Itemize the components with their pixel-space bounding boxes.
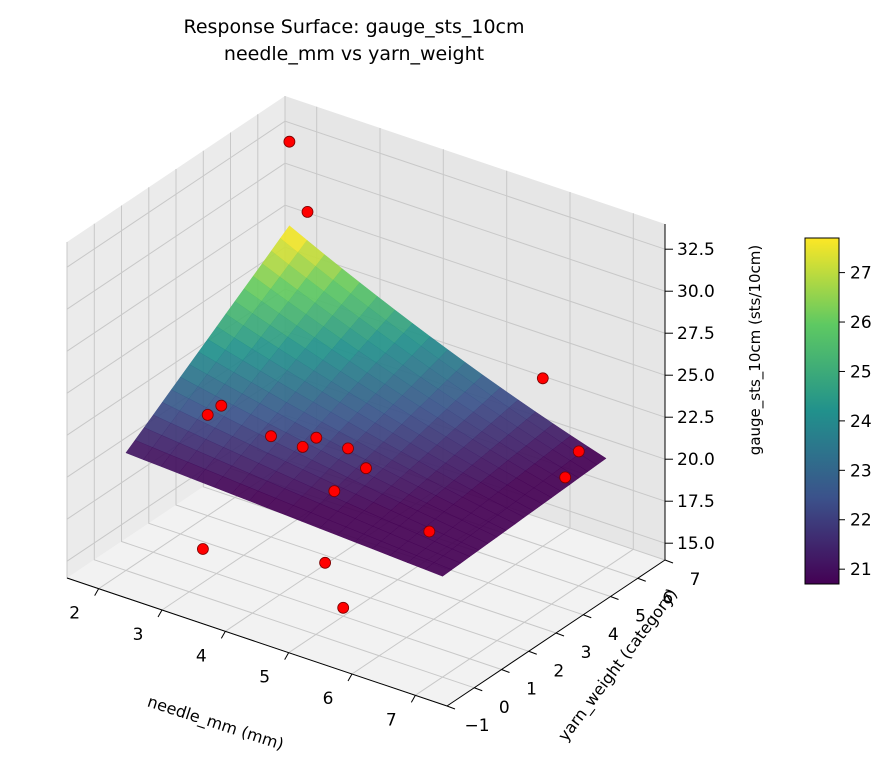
data-point — [337, 601, 350, 614]
colorbar: 21 22 23 24 25 26 27 — [804, 237, 872, 585]
y-tick-label: 1 — [526, 680, 537, 700]
z-axis-label: gauge_sts_10cm (sts/10cm) — [746, 245, 765, 455]
x-tick — [284, 652, 290, 660]
data-point — [423, 525, 436, 538]
y-grid-line — [175, 169, 557, 634]
y-tick — [555, 632, 565, 637]
y-tick — [610, 596, 619, 600]
z-tick-label: 30.0 — [677, 282, 715, 302]
data-point — [572, 445, 585, 458]
y-grid-line — [121, 205, 502, 670]
x-tick — [410, 695, 416, 703]
z-grid-line — [66, 120, 666, 268]
colorbar-tick-label: 27 — [850, 264, 872, 284]
data-point — [559, 471, 572, 484]
z-tick-label: 22.5 — [677, 408, 715, 428]
y-grid-line — [202, 150, 584, 616]
data-point — [360, 462, 372, 475]
data-point — [265, 430, 277, 443]
y-tick-label: 3 — [581, 643, 592, 663]
chart-subtitle: needle_mm vs yarn_weight — [224, 43, 484, 65]
colorbar-tick-label: 21 — [850, 560, 872, 580]
data-point — [283, 135, 296, 148]
response-surface — [125, 225, 607, 577]
x-tick — [94, 588, 100, 596]
z-grid-line — [66, 204, 666, 352]
z-tick-label: 20.0 — [677, 450, 715, 470]
data-point — [296, 440, 309, 453]
y-tick-label: 0 — [499, 698, 510, 718]
z-grid-line — [66, 162, 666, 310]
z-tick-label: 27.5 — [677, 324, 715, 344]
x-tick-label: 2 — [69, 604, 80, 624]
colorbar-tick-label: 26 — [850, 313, 872, 333]
data-point — [310, 431, 323, 444]
z-tick-label: 17.5 — [677, 492, 715, 512]
y-tick-label: 2 — [553, 661, 564, 681]
data-point — [342, 442, 354, 455]
data-point — [536, 372, 549, 385]
data-points — [196, 135, 585, 614]
x-axis-line — [66, 577, 448, 707]
y-tick-label: −1 — [464, 716, 489, 736]
y-tick-label: 6 — [662, 588, 673, 608]
y-tick-label: 7 — [690, 570, 701, 590]
y-tick — [446, 705, 456, 710]
x-tick-label: 3 — [133, 625, 144, 645]
data-point — [215, 399, 228, 412]
y-tick-label: 4 — [608, 625, 619, 645]
x-tick-label: 7 — [386, 710, 397, 730]
colorbar-tick-label: 23 — [850, 461, 872, 481]
colorbar-bar — [804, 237, 840, 585]
z-tick-label: 25.0 — [677, 366, 715, 386]
x-tick-label: 6 — [323, 689, 334, 709]
x-axis-label: needle_mm (mm) — [145, 692, 286, 755]
chart-title: Response Surface: gauge_sts_10cm — [184, 16, 525, 38]
x-tick-label: 4 — [196, 646, 207, 666]
z-tick-label: 15.0 — [677, 534, 715, 554]
surface-facet — [424, 562, 453, 577]
y-tick — [637, 577, 646, 582]
colorbar-tick-label: 22 — [850, 511, 872, 531]
y-tick — [583, 614, 592, 619]
colorbar-tick-label: 25 — [850, 362, 872, 382]
x-tick — [347, 673, 353, 682]
y-tick — [501, 669, 510, 673]
data-point — [319, 556, 332, 569]
y-tick — [664, 559, 674, 564]
y-tick — [474, 687, 483, 692]
x-tick-label: 5 — [259, 668, 270, 688]
z-tick-label: 32.5 — [677, 240, 715, 260]
data-point — [196, 543, 209, 555]
data-point — [328, 485, 341, 498]
x-tick — [220, 631, 226, 639]
y-tick-label: 5 — [635, 607, 646, 627]
y-grid-line — [93, 223, 475, 689]
colorbar-tick-label: 24 — [850, 412, 872, 432]
x-tick — [157, 609, 163, 618]
data-point — [301, 205, 314, 218]
y-tick — [528, 650, 537, 655]
data-point — [201, 408, 214, 421]
y-grid-line — [148, 187, 529, 652]
